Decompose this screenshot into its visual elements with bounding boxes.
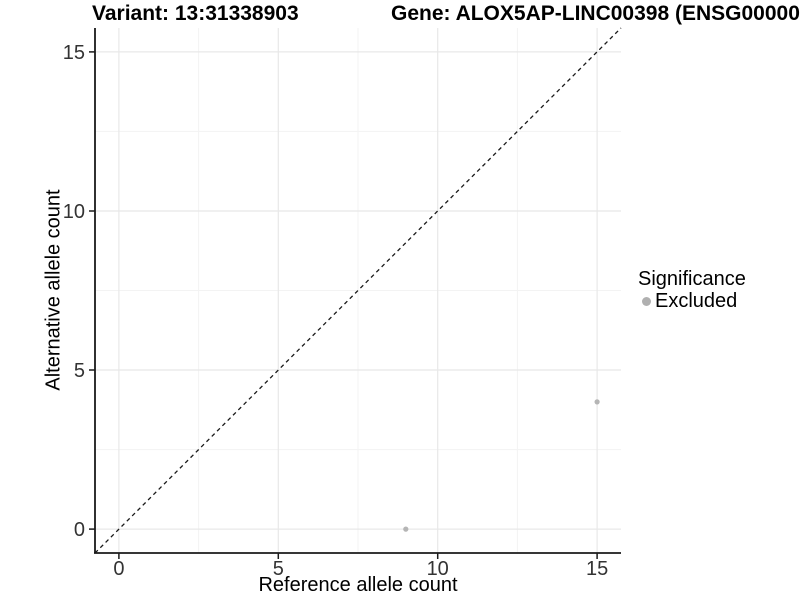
svg-text:10: 10	[427, 558, 449, 580]
x-axis-label: Reference allele count	[258, 574, 458, 596]
y-axis-label: Alternative allele count	[42, 189, 65, 391]
legend-items: Excluded	[638, 291, 746, 312]
svg-text:0: 0	[113, 558, 124, 580]
variant-title: Variant: 13:31338903	[92, 2, 299, 25]
svg-text:15: 15	[586, 558, 608, 580]
svg-text:15: 15	[63, 42, 85, 64]
legend-item-label: Excluded	[655, 290, 738, 312]
svg-text:5: 5	[273, 558, 284, 580]
svg-text:5: 5	[74, 360, 85, 382]
legend-key-dot-icon	[642, 297, 651, 306]
legend: Significance Excluded	[638, 268, 746, 312]
gene-title: Gene: ALOX5AP-LINC00398 (ENSG00000132	[391, 2, 800, 25]
legend-title: Significance	[638, 268, 746, 290]
svg-text:10: 10	[63, 201, 85, 223]
legend-item: Excluded	[638, 291, 746, 312]
svg-text:0: 0	[74, 519, 85, 541]
